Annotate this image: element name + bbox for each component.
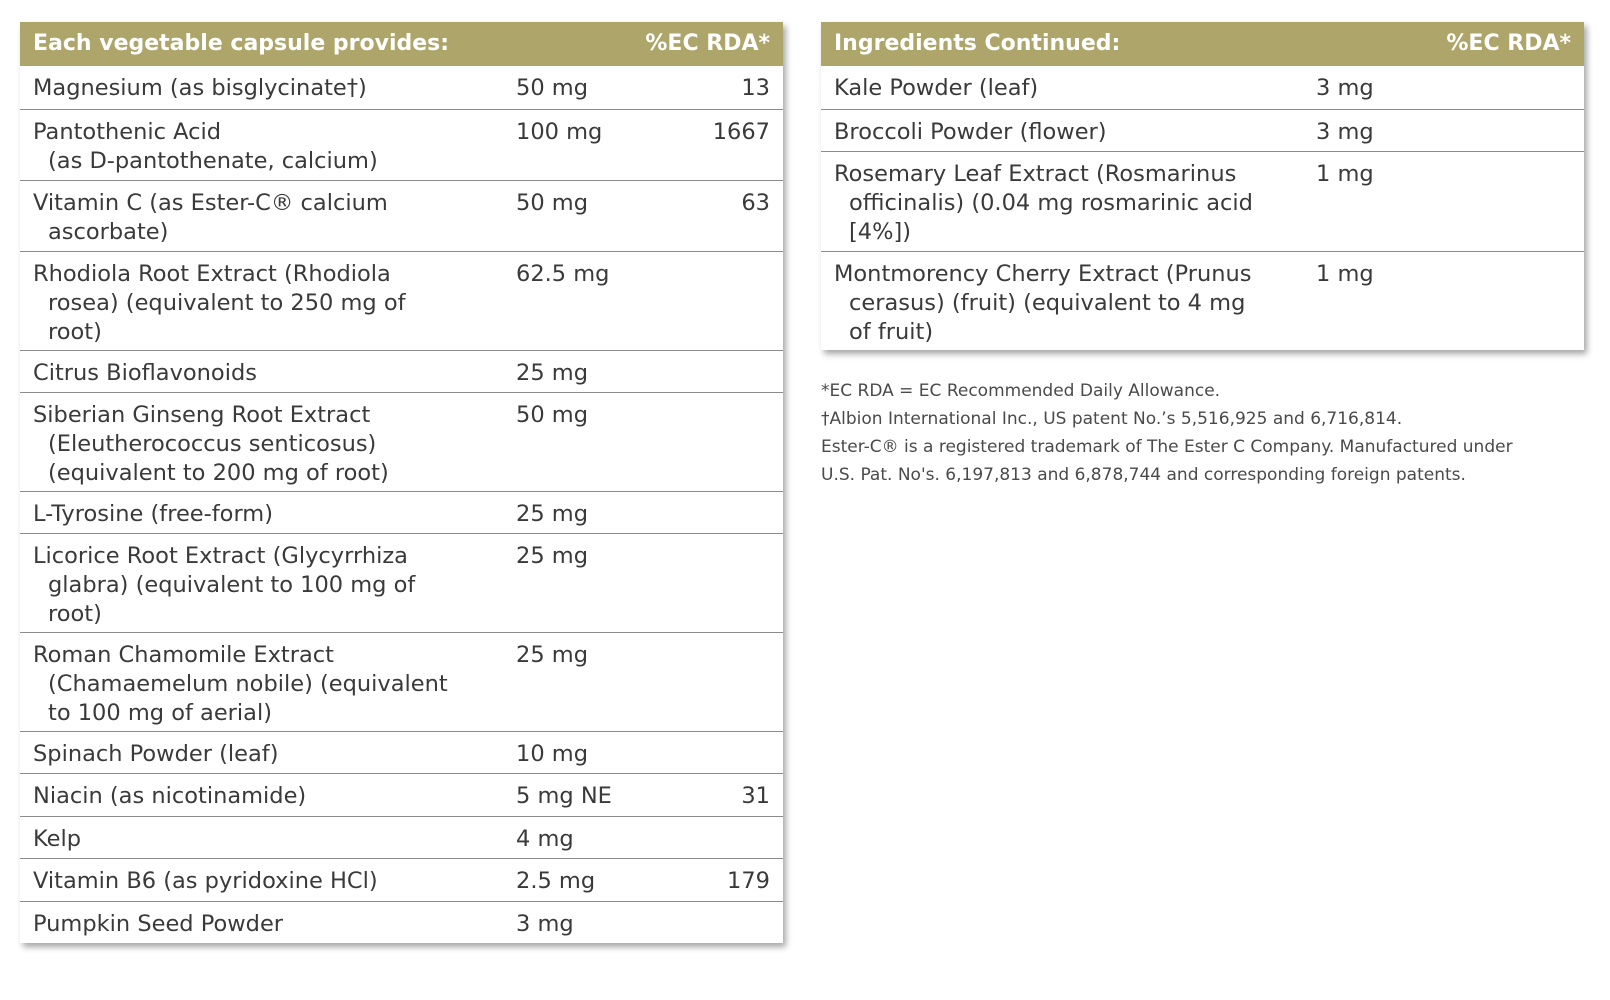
ingredient-amount: 100 mg [516,119,603,145]
header-label: Ingredients Continued: [834,31,1121,56]
table-row: Broccoli Powder (flower) 3 mg [821,109,1584,151]
table-row: Vitamin C (as Ester-C® calcium ascorbate… [20,180,783,251]
table-row: Montmorency Cherry Extract (Prunus ceras… [821,251,1584,350]
table-row: Pantothenic Acid (as D-pantothenate, cal… [20,109,783,180]
ingredient-name: Montmorency Cherry Extract (Prunus ceras… [834,261,1252,345]
ingredient-name: Pantothenic Acid (as D-pantothenate, cal… [33,119,378,174]
table-row: Rosemary Leaf Extract (Rosmarinus offici… [821,151,1584,251]
ingredient-amount: 25 mg [516,642,588,668]
table-row: Niacin (as nicotinamide) 5 mg NE 31 [20,773,783,816]
table-row: Pumpkin Seed Powder 3 mg [20,901,783,943]
ingredient-name: Rosemary Leaf Extract (Rosmarinus offici… [834,161,1253,245]
table-header: Each vegetable capsule provides: %EC RDA… [20,22,783,66]
ingredient-rda: 31 [741,783,770,809]
ingredient-rda: 1667 [712,119,770,145]
table-header: Ingredients Continued: %EC RDA* [821,22,1584,66]
footnote-patent: †Albion International Inc., US patent No… [821,409,1403,429]
nutrition-table-left: Each vegetable capsule provides: %EC RDA… [20,22,783,943]
ingredient-amount: 25 mg [516,360,588,386]
ingredient-name: Siberian Ginseng Root Extract (Eleuthero… [33,402,389,486]
ingredient-amount: 25 mg [516,501,588,527]
ingredient-amount: 2.5 mg [516,868,596,894]
ingredient-rda: 13 [741,75,770,101]
ingredient-name: Rhodiola Root Extract (Rhodiola rosea) (… [33,261,406,345]
ingredient-amount: 50 mg [516,190,588,216]
ingredient-amount: 1 mg [1316,261,1374,287]
table-row: Kale Powder (leaf) 3 mg [821,66,1584,109]
ingredient-name: Licorice Root Extract (Glycyrrhiza glabr… [33,543,416,627]
nutrition-table-right: Ingredients Continued: %EC RDA* Kale Pow… [821,22,1584,350]
ingredient-amount: 1 mg [1316,161,1374,187]
ingredient-amount: 50 mg [516,402,588,428]
table-row: Spinach Powder (leaf) 10 mg [20,731,783,773]
ingredient-amount: 3 mg [1316,119,1374,145]
ingredient-name: Spinach Powder (leaf) [33,741,279,767]
ingredient-amount: 25 mg [516,543,588,569]
table-row: Siberian Ginseng Root Extract (Eleuthero… [20,392,783,491]
ingredient-amount: 3 mg [1316,75,1374,101]
ingredient-name: Vitamin C (as Ester-C® calcium ascorbate… [33,190,388,245]
table-row: Magnesium (as bisglycinate†) 50 mg 13 [20,66,783,109]
ingredient-amount: 4 mg [516,826,574,852]
table-row: Rhodiola Root Extract (Rhodiola rosea) (… [20,251,783,350]
footnote-trademark: Ester-C® is a registered trademark of Th… [821,437,1513,457]
table-row: Citrus Bioflavonoids 25 mg [20,350,783,392]
table-row: Vitamin B6 (as pyridoxine HCl) 2.5 mg 17… [20,858,783,901]
header-label: Each vegetable capsule provides: [33,31,450,56]
ingredient-amount: 10 mg [516,741,588,767]
footnotes: *EC RDA = EC Recommended Daily Allowance… [821,377,1601,489]
ingredient-amount: 5 mg NE [516,783,612,809]
table-row: Kelp 4 mg [20,816,783,858]
header-rda: %EC RDA* [645,31,770,56]
ingredient-name: Citrus Bioflavonoids [33,360,257,386]
table-row: L-Tyrosine (free-form) 25 mg [20,491,783,533]
ingredient-name: Kale Powder (leaf) [834,75,1039,101]
ingredient-name: Kelp [33,826,82,852]
table-row: Licorice Root Extract (Glycyrrhiza glabr… [20,533,783,632]
ingredient-name: Roman Chamomile Extract (Chamaemelum nob… [33,642,448,726]
footnote-rda: *EC RDA = EC Recommended Daily Allowance… [821,381,1221,401]
ingredient-amount: 3 mg [516,911,574,937]
ingredient-name: Magnesium (as bisglycinate†) [33,75,367,101]
ingredient-rda: 179 [727,868,770,894]
ingredient-name: L-Tyrosine (free-form) [33,501,273,527]
ingredient-name: Niacin (as nicotinamide) [33,783,307,809]
ingredient-name: Vitamin B6 (as pyridoxine HCl) [33,868,378,894]
table-body: Magnesium (as bisglycinate†) 50 mg 13 Pa… [20,66,783,943]
ingredient-name: Pumpkin Seed Powder [33,911,284,937]
ingredient-name: Broccoli Powder (flower) [834,119,1107,145]
footnote-trademark-cont: U.S. Pat. No's. 6,197,813 and 6,878,744 … [821,465,1466,485]
table-body: Kale Powder (leaf) 3 mg Broccoli Powder … [821,66,1584,350]
header-rda: %EC RDA* [1446,31,1571,56]
ingredient-amount: 62.5 mg [516,261,610,287]
table-row: Roman Chamomile Extract (Chamaemelum nob… [20,632,783,731]
ingredient-amount: 50 mg [516,75,588,101]
ingredient-rda: 63 [741,190,770,216]
